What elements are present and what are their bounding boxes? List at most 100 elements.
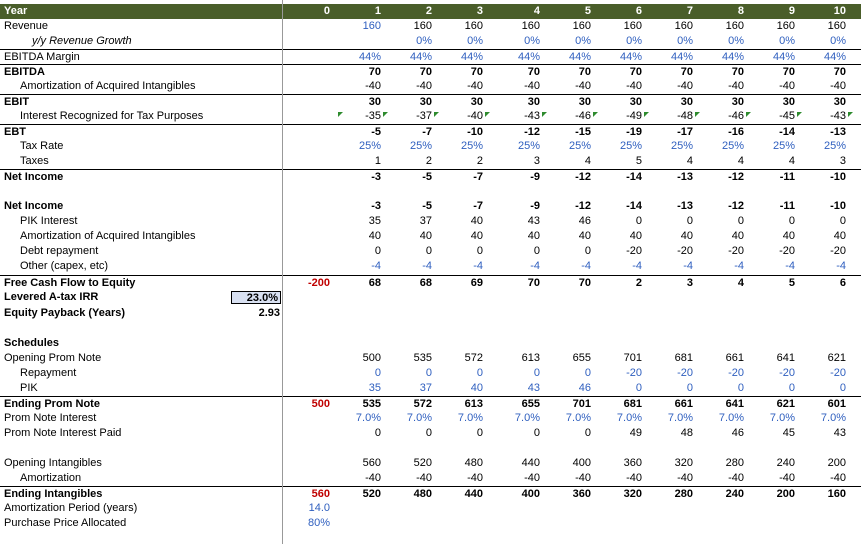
value-cell: 681 <box>623 398 642 410</box>
schedules-opening-row: Opening Prom Note 500 535 572 613 655 701 681 66… <box>0 351 861 366</box>
value-cell: -49 <box>626 110 642 122</box>
input-flag-icon <box>485 112 490 117</box>
value-cell: -13 <box>677 171 693 183</box>
value-cell: -4 <box>473 260 483 272</box>
schedules-ending-row: Ending Prom Note 500 535 572 613 655 701 681 661… <box>0 396 861 412</box>
value-cell: 160 <box>725 20 744 32</box>
value-cell: -40 <box>575 472 591 484</box>
value-cell: 40 <box>578 230 591 242</box>
value-cell: -11 <box>779 200 795 212</box>
value-cell: 70 <box>782 66 795 78</box>
value-cell: -4 <box>581 260 591 272</box>
value-cell: 572 <box>413 398 432 410</box>
value-cell: -9 <box>530 200 540 212</box>
income-ebitda-row: EBITDA 70 70 70 70 70 70 70 70 70 70 <box>0 64 861 80</box>
value-cell: 560 <box>362 457 381 469</box>
schedules-endint-row: Ending Intangibles 560 520 480 440 400 360 320 2… <box>0 486 861 502</box>
row-label: Other (capex, etc) <box>20 260 109 272</box>
value-cell: 70 <box>527 66 540 78</box>
value-cell: -40 <box>416 472 432 484</box>
value-cell: 681 <box>674 352 693 364</box>
value-cell: 44% <box>721 51 744 63</box>
value-cell: 70 <box>833 66 846 78</box>
value-cell: -40 <box>416 80 432 92</box>
assumption-row: Amortization Period (years) 14.0 <box>0 501 861 516</box>
value-cell: 44% <box>772 51 795 63</box>
value-cell: 25% <box>568 140 591 152</box>
value-cell: 535 <box>362 398 381 410</box>
value-cell: -11 <box>779 171 795 183</box>
value-cell: 40 <box>527 230 540 242</box>
value-cell: 40 <box>470 230 483 242</box>
value-cell: 160 <box>776 20 795 32</box>
value-cell: -40 <box>830 80 846 92</box>
year-cell: 3 <box>476 5 483 17</box>
value-cell: 0% <box>677 35 693 47</box>
value-cell: 7.0% <box>406 412 432 424</box>
value-cell: 480 <box>413 488 432 500</box>
value-cell: -17 <box>677 126 693 138</box>
schedules-rate-row: Prom Note Interest 7.0% 7.0% 7.0% 7.0% 7.0% 7.… <box>0 411 861 426</box>
value-cell: 44% <box>517 51 540 63</box>
value-cell: 240 <box>776 457 795 469</box>
value-cell: 200 <box>827 457 846 469</box>
value-cell: 160 <box>572 20 591 32</box>
row-label: EBITDA Margin <box>4 51 80 63</box>
year-cell: 1 <box>374 5 381 17</box>
value-cell: 613 <box>521 352 540 364</box>
value-cell: 30 <box>578 96 591 108</box>
value-cell: 25% <box>517 140 540 152</box>
value-cell: 4 <box>737 277 744 289</box>
value-cell: 160 <box>413 20 432 32</box>
year-cell: 9 <box>788 5 795 17</box>
value-cell: 37 <box>419 215 432 227</box>
row-label: Amortization of Acquired Intangibles <box>20 230 196 242</box>
value-cell: 400 <box>572 457 591 469</box>
row-label: Repayment <box>20 367 77 379</box>
value-cell: -12 <box>524 126 540 138</box>
irr-label: Levered A-tax IRR <box>4 291 99 303</box>
value-cell: -20 <box>728 245 744 257</box>
value-cell: -40 <box>677 80 693 92</box>
value-cell: 701 <box>623 352 642 364</box>
input-flag-icon <box>695 112 700 117</box>
year-cell: 8 <box>737 5 744 17</box>
value-cell: 30 <box>368 96 381 108</box>
value-cell: 7.0% <box>355 412 381 424</box>
row-label: Debt repayment <box>20 245 99 257</box>
value-cell: 661 <box>674 398 693 410</box>
value-cell: -40 <box>575 80 591 92</box>
value-cell: 6 <box>839 277 846 289</box>
value-cell: -20 <box>626 367 642 379</box>
value-cell: -40 <box>524 472 540 484</box>
value-cell: 0% <box>575 35 591 47</box>
payback-row: Equity Payback (Years) 2.93 <box>0 306 861 321</box>
value-cell: -20 <box>677 367 693 379</box>
value-cell: -40 <box>677 472 693 484</box>
value-cell: -40 <box>779 80 795 92</box>
payback-value: 2.93 <box>258 307 280 319</box>
value-cell: 7.0% <box>667 412 693 424</box>
value-cell: 25% <box>358 140 381 152</box>
value-cell: -20 <box>626 245 642 257</box>
value-cell: 7.0% <box>565 412 591 424</box>
value-cell: -40 <box>728 472 744 484</box>
value-cell: 30 <box>782 96 795 108</box>
value-cell: 45 <box>782 427 795 439</box>
value-cell: 0% <box>524 35 540 47</box>
income-ebit-row: EBIT 30 30 30 30 30 30 30 30 30 30 <box>0 94 861 110</box>
value-cell: 0 <box>839 215 846 227</box>
value-cell: -40 <box>626 472 642 484</box>
value-cell: 160 <box>362 20 381 32</box>
row-label: Free Cash Flow to Equity <box>4 277 136 289</box>
cashflow-netincome-row: Net Income -3 -5 -7 -9 -12 -14 -13 -12 -11 -10 <box>0 199 861 214</box>
value-cell: 43 <box>527 215 540 227</box>
schedules-title-row: Schedules <box>0 336 861 351</box>
value-cell: 46 <box>578 382 591 394</box>
value-cell: -15 <box>575 126 591 138</box>
value-cell: 0 <box>476 367 483 379</box>
value-cell: 25% <box>670 140 693 152</box>
value-cell: -20 <box>728 367 744 379</box>
value-cell: -46 <box>575 110 591 122</box>
value-cell: -5 <box>422 200 432 212</box>
